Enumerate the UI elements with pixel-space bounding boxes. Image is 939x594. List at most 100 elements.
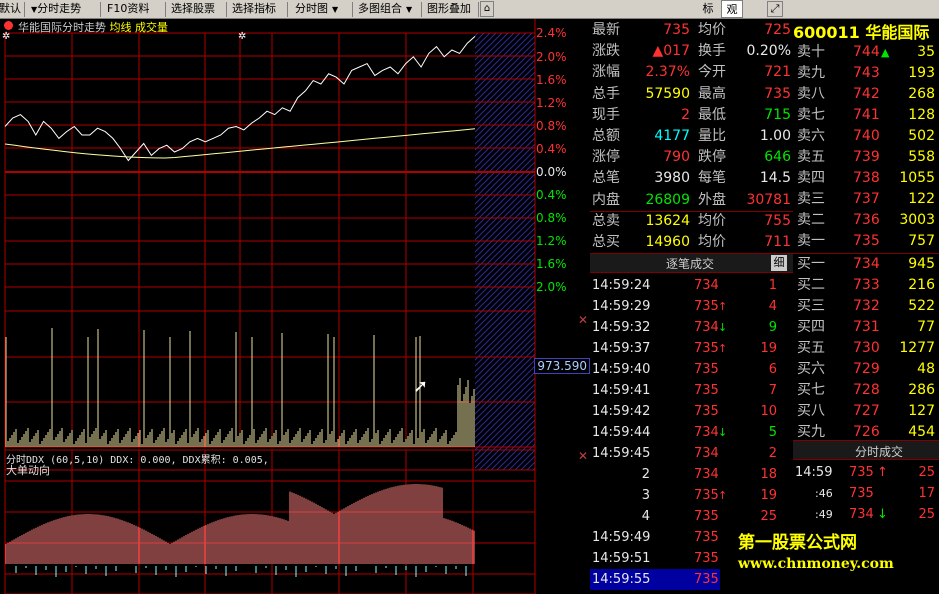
- quote-value: 26809: [645, 191, 690, 208]
- tick-row: 3 735 ↑ 19: [590, 485, 793, 506]
- bid-volume: 286: [908, 382, 935, 398]
- toolbar-intraday-chart-button[interactable]: 分时图 ▼: [295, 2, 339, 15]
- toolbar-f10-button[interactable]: F10资料: [107, 2, 150, 15]
- ask-row[interactable]: 卖十 744 ▲ 35: [793, 42, 939, 63]
- ask-level: 卖一: [797, 233, 825, 249]
- bid-price: 727: [853, 403, 880, 419]
- ask-row[interactable]: 卖一 735 757: [793, 231, 939, 252]
- tick-time: 14:59:32: [592, 320, 651, 335]
- bid-volume: 77: [917, 319, 935, 335]
- bid-price: 731: [853, 319, 880, 335]
- toolbar-default-button[interactable]: 默认: [0, 2, 21, 15]
- lock-icon[interactable]: ⌂: [480, 1, 494, 17]
- bid-row[interactable]: 买八 727 127: [793, 401, 939, 422]
- quote-value: 4177: [654, 128, 690, 144]
- tick-row: 14:59:32 734 ↓ 9: [590, 317, 793, 338]
- quote-value: 13624: [645, 212, 690, 229]
- quote-row: 现手 2 最低 715: [590, 105, 793, 126]
- tick-row: 14:59:45 734 2: [590, 443, 793, 464]
- ask-row[interactable]: 卖八 742 268: [793, 84, 939, 105]
- tick-time: 14:59:29: [592, 299, 651, 314]
- intraday-trade-row: 14:59 735 ↑ 25: [793, 462, 939, 483]
- ask-row[interactable]: 卖七 741 128: [793, 105, 939, 126]
- chart-canvas[interactable]: [0, 19, 590, 594]
- ask-row[interactable]: 卖三 737 122: [793, 189, 939, 210]
- tick-volume: 7: [768, 383, 777, 398]
- ask-volume: 558: [908, 149, 935, 165]
- quote-value: 711: [764, 234, 791, 250]
- quote-label: 量比: [698, 128, 726, 144]
- caret-down-icon: ▼: [406, 5, 413, 14]
- quote-value: 0.20%: [746, 43, 791, 60]
- ask-volume: 193: [908, 65, 935, 81]
- quote-row: 总卖 13624 均价 755: [590, 211, 793, 232]
- quote-label: 均价: [698, 212, 726, 229]
- intraday-trades-panel: 分时成交 14:59 735 ↑ 25:46 735 17:49 734 ↓ 25: [793, 440, 939, 594]
- intraday-chart[interactable]: 华能国际分时走势 均线 成交量 ✲ ✲ 2.4% 2.0% 1.6% 1.2% 0.8%…: [0, 19, 590, 594]
- chart-title: 华能国际分时走势 均线 成交量: [18, 21, 168, 34]
- tick-row: 14:59:49 735: [590, 527, 793, 548]
- ask-price: 741: [853, 107, 880, 123]
- tick-price: 735: [694, 551, 719, 566]
- toolbar-intraday-button[interactable]: ▼分时走势: [31, 2, 82, 15]
- quote-row: 涨停 790 跌停 646: [590, 147, 793, 168]
- ask-row[interactable]: 卖六 740 502: [793, 126, 939, 147]
- quote-value: 790: [663, 149, 690, 166]
- quote-value: 14.5: [759, 170, 791, 187]
- average-price-line: [4, 128, 476, 159]
- tick-volume: 4: [768, 299, 777, 314]
- chart-grid: [4, 19, 536, 594]
- caret-down-icon: ▼: [332, 5, 339, 14]
- toolbar-select-stock-button[interactable]: 选择股票: [171, 2, 215, 15]
- bid-volume: 48: [917, 361, 935, 377]
- ask-volume: 35: [917, 44, 935, 60]
- trade-price: 734: [849, 507, 874, 522]
- tick-price: 735: [694, 530, 719, 545]
- tick-row: 14:59:55 735: [590, 569, 720, 590]
- tick-price: 735: [694, 572, 719, 587]
- ask-row[interactable]: 卖四 738 1055: [793, 168, 939, 189]
- ask-row[interactable]: 卖二 736 3003: [793, 210, 939, 231]
- tick-volume: 1: [768, 278, 777, 293]
- close-icon[interactable]: ✕: [578, 449, 589, 463]
- bid-row[interactable]: 买三 732 522: [793, 296, 939, 317]
- bid-level: 买四: [797, 319, 825, 335]
- mouse-cursor-icon: ➚: [413, 376, 429, 397]
- toolbar-overlay-button[interactable]: 图形叠加: [427, 2, 471, 15]
- ask-level: 卖五: [797, 149, 825, 165]
- after-hours-area: [475, 33, 535, 470]
- bid-row[interactable]: 买二 733 216: [793, 275, 939, 296]
- tick-time: 14:59:24: [592, 278, 651, 293]
- toolbar-multi-chart-button[interactable]: 多图组合 ▼: [358, 2, 413, 15]
- quote-label: 换手: [698, 43, 726, 60]
- bid-price: 728: [853, 382, 880, 398]
- bid-volume: 522: [908, 298, 935, 314]
- tick-arrow-icon: ↑: [718, 342, 728, 355]
- ask-row[interactable]: 卖九 743 193: [793, 63, 939, 84]
- tab-mark[interactable]: 标: [702, 2, 714, 15]
- ask-price: 735: [853, 233, 880, 249]
- tab-view[interactable]: 观: [721, 0, 743, 18]
- ask-level: 卖十: [797, 44, 825, 60]
- tick-volume: 19: [760, 341, 777, 356]
- close-icon[interactable]: ✕: [578, 313, 589, 327]
- tick-price: 735: [694, 341, 719, 356]
- bid-row[interactable]: 买九 726 454: [793, 422, 939, 443]
- tick-detail-button[interactable]: 细: [771, 255, 787, 271]
- bid-row[interactable]: 买一 734 945: [793, 254, 939, 275]
- tick-price: 735: [694, 362, 719, 377]
- ask-row[interactable]: 卖五 739 558: [793, 147, 939, 168]
- bid-row[interactable]: 买七 728 286: [793, 380, 939, 401]
- quote-row: 涨跌 ▲017 换手 0.20%: [590, 41, 793, 62]
- ask-price: 736: [853, 212, 880, 228]
- expand-icon[interactable]: ⤢: [767, 1, 783, 17]
- toolbar-select-indicator-button[interactable]: 选择指标: [232, 2, 276, 15]
- tick-time: 14:59:44: [592, 425, 651, 440]
- bid-row[interactable]: 买五 730 1277: [793, 338, 939, 359]
- pct-label-down: 0.4%: [536, 188, 567, 202]
- tick-price: 735: [694, 509, 719, 524]
- bid-row[interactable]: 买四 731 77: [793, 317, 939, 338]
- quote-value: 725: [764, 22, 791, 38]
- bid-volume: 216: [908, 277, 935, 293]
- bid-row[interactable]: 买六 729 48: [793, 359, 939, 380]
